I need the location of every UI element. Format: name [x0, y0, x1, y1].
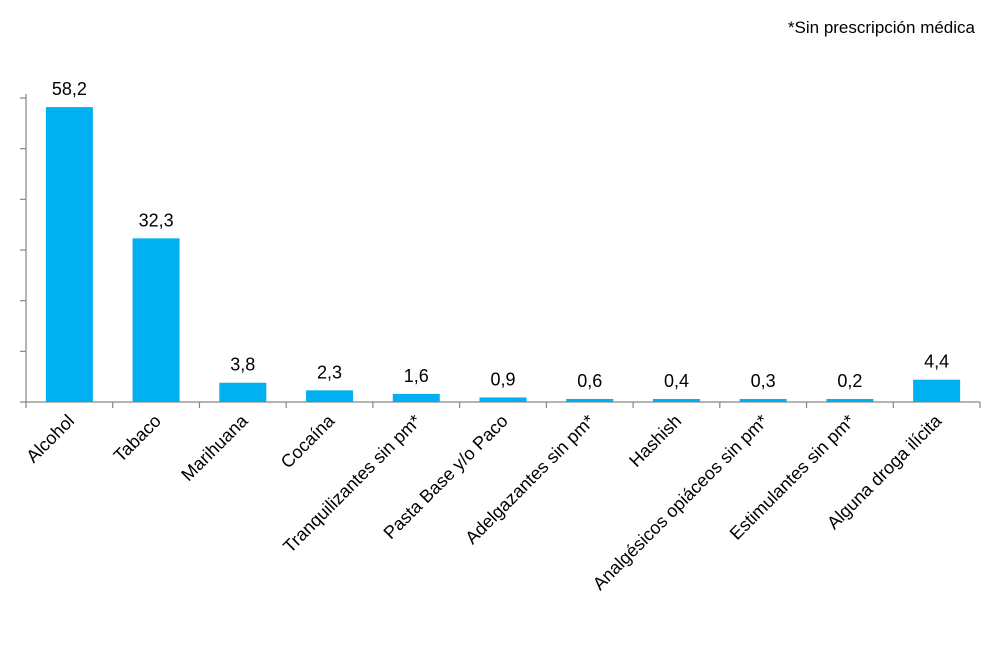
bar	[392, 393, 440, 402]
data-label: 0,3	[751, 371, 776, 391]
bar	[826, 399, 874, 402]
bar	[566, 398, 614, 402]
data-label: 4,4	[924, 352, 949, 372]
bar	[45, 107, 93, 403]
data-label: 0,2	[837, 371, 862, 391]
x-tick-label: Marihuana	[177, 410, 252, 485]
x-tick-label: Alcohol	[22, 411, 78, 467]
data-label: 0,4	[664, 371, 689, 391]
data-label: 58,2	[52, 79, 87, 99]
footnote-text: *Sin prescripción médica	[787, 18, 975, 37]
x-tick-label: Analgésicos opiáceos sin pm*	[589, 411, 772, 594]
bar	[913, 379, 961, 402]
data-label: 1,6	[404, 366, 429, 386]
x-tick-label: Cocaína	[277, 410, 339, 472]
bar	[479, 397, 527, 402]
data-label: 0,9	[490, 369, 515, 389]
bar	[739, 399, 787, 402]
x-tick-label: Tabaco	[110, 411, 165, 466]
data-label: 2,3	[317, 362, 342, 382]
data-label: 32,3	[139, 210, 174, 230]
bar	[652, 399, 700, 402]
x-tick-label: Hashish	[625, 411, 685, 471]
bar	[219, 382, 267, 402]
data-label: 3,8	[230, 355, 255, 375]
bar	[132, 238, 180, 402]
bar	[306, 390, 354, 402]
data-label: 0,6	[577, 371, 602, 391]
